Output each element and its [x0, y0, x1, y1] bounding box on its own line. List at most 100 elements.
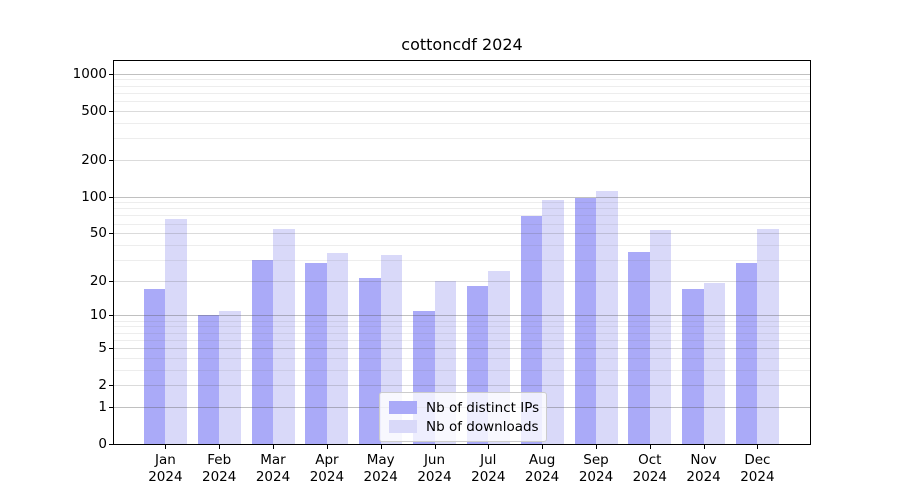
x-tick-mark — [380, 444, 382, 449]
gridline-y-600 — [114, 100, 810, 102]
gridline-y-8 — [114, 326, 810, 328]
gridline-y-20 — [114, 280, 810, 282]
y-tick-mark — [109, 315, 114, 317]
bar-distinct-ips-jan — [143, 289, 166, 444]
gridline-y-1000 — [114, 73, 810, 75]
x-tick-label-year: 2024 — [148, 468, 183, 485]
x-tick-label-year: 2024 — [524, 468, 560, 485]
y-tick-label-500: 500 — [81, 102, 107, 119]
legend-swatch-downloads — [389, 420, 417, 433]
gridline-y-5 — [114, 347, 810, 349]
bar-distinct-ips-feb — [197, 315, 220, 444]
legend: Nb of distinct IPs Nb of downloads — [379, 392, 547, 442]
bar-distinct-ips-oct — [628, 251, 650, 444]
bar-distinct-ips-aug — [520, 216, 543, 444]
legend-label-downloads: Nb of downloads — [426, 418, 539, 435]
y-tick-mark — [109, 73, 114, 75]
y-tick-mark — [109, 347, 114, 349]
bar-downloads-feb — [219, 310, 241, 444]
legend-swatch-distinct-ips — [389, 401, 417, 414]
x-tick-label-feb: Feb 2024 — [189, 452, 249, 485]
x-tick-mark — [757, 444, 759, 449]
y-tick-mark — [109, 444, 114, 445]
x-tick-mark — [703, 444, 705, 449]
legend-label-distinct-ips: Nb of distinct IPs — [426, 399, 540, 416]
bar-downloads-sep — [596, 190, 618, 444]
x-tick-mark — [326, 444, 328, 449]
x-tick-label-jun: Jun 2024 — [405, 452, 465, 485]
x-tick-mark — [649, 444, 651, 449]
x-tick-label-dec: Dec 2024 — [727, 452, 787, 485]
y-tick-mark — [109, 110, 114, 112]
x-tick-label-year: 2024 — [363, 468, 398, 485]
y-tick-label-10: 10 — [89, 307, 107, 324]
bar-downloads-nov — [703, 283, 726, 444]
bar-distinct-ips-apr — [305, 263, 327, 444]
y-tick-label-5: 5 — [98, 339, 107, 356]
y-tick-label-0: 0 — [98, 436, 107, 452]
gridline-y-9 — [114, 320, 810, 322]
x-tick-label-year: 2024 — [686, 468, 721, 485]
bar-distinct-ips-dec — [735, 263, 758, 444]
y-tick-label-2: 2 — [98, 377, 107, 394]
x-tick-label-oct: Oct 2024 — [620, 452, 680, 485]
x-tick-label-year: 2024 — [578, 468, 614, 485]
x-tick-mark — [488, 444, 490, 449]
x-tick-mark — [165, 444, 167, 449]
x-tick-label-year: 2024 — [202, 468, 237, 485]
gridline-y-100 — [114, 196, 810, 198]
bar-downloads-dec — [757, 229, 779, 444]
y-tick-mark — [109, 196, 114, 198]
x-tick-label-nov: Nov 2024 — [674, 452, 734, 485]
legend-item-downloads: Nb of downloads — [389, 417, 539, 436]
x-tick-label-jan: Jan 2024 — [135, 452, 195, 485]
bar-downloads-mar — [273, 229, 295, 444]
gridline-y-40 — [114, 244, 810, 246]
y-tick-label-1: 1 — [98, 398, 107, 415]
gridline-y-2 — [114, 385, 810, 387]
bar-downloads-jan — [165, 219, 187, 444]
gridline-y-200 — [114, 159, 810, 161]
gridline-y-400 — [114, 122, 810, 124]
gridline-y-50 — [114, 233, 810, 235]
x-tick-label-may: May 2024 — [351, 452, 411, 485]
bar-distinct-ips-nov — [682, 289, 704, 444]
gridline-y-900 — [114, 79, 810, 81]
legend-item-distinct-ips: Nb of distinct IPs — [389, 398, 540, 417]
x-tick-label-year: 2024 — [255, 468, 291, 485]
x-tick-mark — [219, 444, 221, 449]
x-tick-label-year: 2024 — [740, 468, 775, 485]
x-tick-label-mar: Mar 2024 — [243, 452, 303, 485]
x-tick-label-year: 2024 — [632, 468, 667, 485]
gridline-y-700 — [114, 92, 810, 94]
gridline-y-10 — [114, 315, 810, 317]
y-tick-mark — [109, 280, 114, 282]
gridline-y-80 — [114, 208, 810, 210]
gridline-y-4 — [114, 357, 810, 359]
x-tick-mark — [542, 444, 544, 449]
x-tick-mark — [434, 444, 436, 449]
x-tick-label-aug: Aug 2024 — [512, 452, 572, 485]
x-tick-mark — [273, 444, 274, 449]
y-tick-label-20: 20 — [89, 272, 107, 289]
gridline-y-30 — [114, 259, 810, 261]
y-tick-label-1000: 1000 — [72, 65, 107, 82]
gridline-y-90 — [114, 202, 810, 204]
bar-distinct-ips-may — [359, 278, 381, 444]
x-tick-label-year: 2024 — [471, 468, 506, 485]
y-tick-mark — [109, 406, 114, 408]
y-tick-label-200: 200 — [81, 151, 107, 168]
x-tick-label-jul: Jul 2024 — [458, 452, 518, 485]
x-tick-mark — [596, 444, 597, 449]
gridline-y-70 — [114, 215, 810, 217]
x-tick-label-year: 2024 — [309, 468, 345, 485]
y-tick-mark — [109, 159, 114, 161]
plot-area: Nb of distinct IPs Nb of downloads — [113, 60, 811, 445]
y-tick-label-50: 50 — [89, 225, 107, 242]
gridline-y-7 — [114, 332, 810, 334]
x-tick-label-year: 2024 — [417, 468, 452, 485]
gridline-y-800 — [114, 85, 810, 87]
bar-distinct-ips-sep — [574, 197, 596, 444]
gridline-y-6 — [114, 339, 810, 341]
